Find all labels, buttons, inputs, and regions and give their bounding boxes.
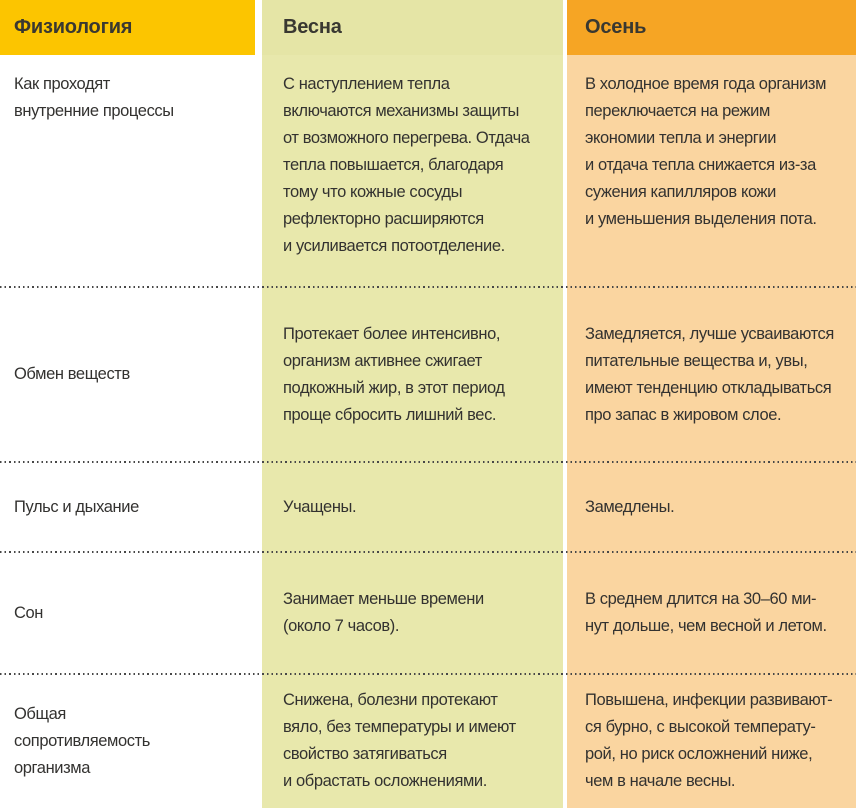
column-gutter	[255, 462, 262, 552]
column-gutter	[563, 0, 567, 55]
spring-cell-text: Протекает более интенсивно, организм акт…	[283, 324, 505, 424]
autumn-cell-overall-resistance: Повышена, инфекции развивают- ся бурно, …	[567, 674, 856, 808]
header-physiology: Физиология	[0, 0, 255, 55]
row-separator	[0, 461, 856, 463]
row-label-internal-processes: Как проходят внутренние процессы	[0, 55, 255, 287]
spring-cell-pulse-breathing: Учащены.	[262, 462, 563, 552]
spring-cell-text: Учащены.	[283, 497, 357, 516]
header-spring: Весна	[262, 0, 563, 55]
column-gutter	[255, 674, 262, 808]
row-separator	[0, 673, 856, 675]
header-autumn-label: Осень	[585, 16, 647, 38]
column-gutter	[563, 552, 567, 674]
spring-cell-overall-resistance: Снижена, болезни протекают вяло, без тем…	[262, 674, 563, 808]
row-label-text: Сон	[14, 603, 44, 622]
header-physiology-label: Физиология	[14, 16, 133, 38]
column-gutter	[255, 55, 262, 287]
row-separator	[0, 286, 856, 288]
autumn-cell-internal-processes: В холодное время года организм переключа…	[567, 55, 856, 287]
row-label-text: Общая сопротивляемость организма	[14, 704, 150, 777]
row-label-overall-resistance: Общая сопротивляемость организма	[0, 674, 255, 808]
column-gutter	[255, 0, 262, 55]
row-separator	[0, 551, 856, 553]
autumn-cell-text: В среднем длится на 30–60 ми- нут дольше…	[585, 590, 827, 635]
autumn-cell-pulse-breathing: Замедлены.	[567, 462, 856, 552]
spring-cell-sleep: Занимает меньше времени (около 7 часов).	[262, 552, 563, 674]
spring-cell-text: Снижена, болезни протекают вяло, без тем…	[283, 691, 516, 790]
autumn-cell-text: Замедлены.	[585, 497, 675, 516]
row-label-text: Обмен веществ	[14, 365, 130, 383]
header-spring-label: Весна	[283, 16, 342, 38]
row-label-metabolism: Обмен веществ	[0, 287, 255, 462]
column-gutter	[563, 462, 567, 552]
row-label-text: Как проходят внутренние процессы	[14, 75, 174, 120]
autumn-cell-sleep: В среднем длится на 30–60 ми- нут дольше…	[567, 552, 856, 674]
row-label-sleep: Сон	[0, 552, 255, 674]
column-gutter	[563, 674, 567, 808]
column-gutter	[563, 287, 567, 462]
autumn-cell-text: В холодное время года организм переключа…	[585, 75, 827, 228]
spring-cell-text: Занимает меньше времени (около 7 часов).	[283, 590, 484, 635]
column-gutter	[255, 552, 262, 674]
autumn-cell-text: Повышена, инфекции развивают- ся бурно, …	[585, 691, 833, 790]
spring-cell-metabolism: Протекает более интенсивно, организм акт…	[262, 287, 563, 462]
spring-cell-internal-processes: С наступлением тепла включаются механизм…	[262, 55, 563, 287]
autumn-cell-metabolism: Замедляется, лучше усваиваются питательн…	[567, 287, 856, 462]
header-autumn: Осень	[567, 0, 856, 55]
column-gutter	[255, 287, 262, 462]
autumn-cell-text: Замедляется, лучше усваиваются питательн…	[585, 324, 834, 424]
row-label-pulse-breathing: Пульс и дыхание	[0, 462, 255, 552]
row-label-text: Пульс и дыхание	[14, 497, 139, 516]
spring-cell-text: С наступлением тепла включаются механизм…	[283, 75, 530, 255]
column-gutter	[563, 55, 567, 287]
